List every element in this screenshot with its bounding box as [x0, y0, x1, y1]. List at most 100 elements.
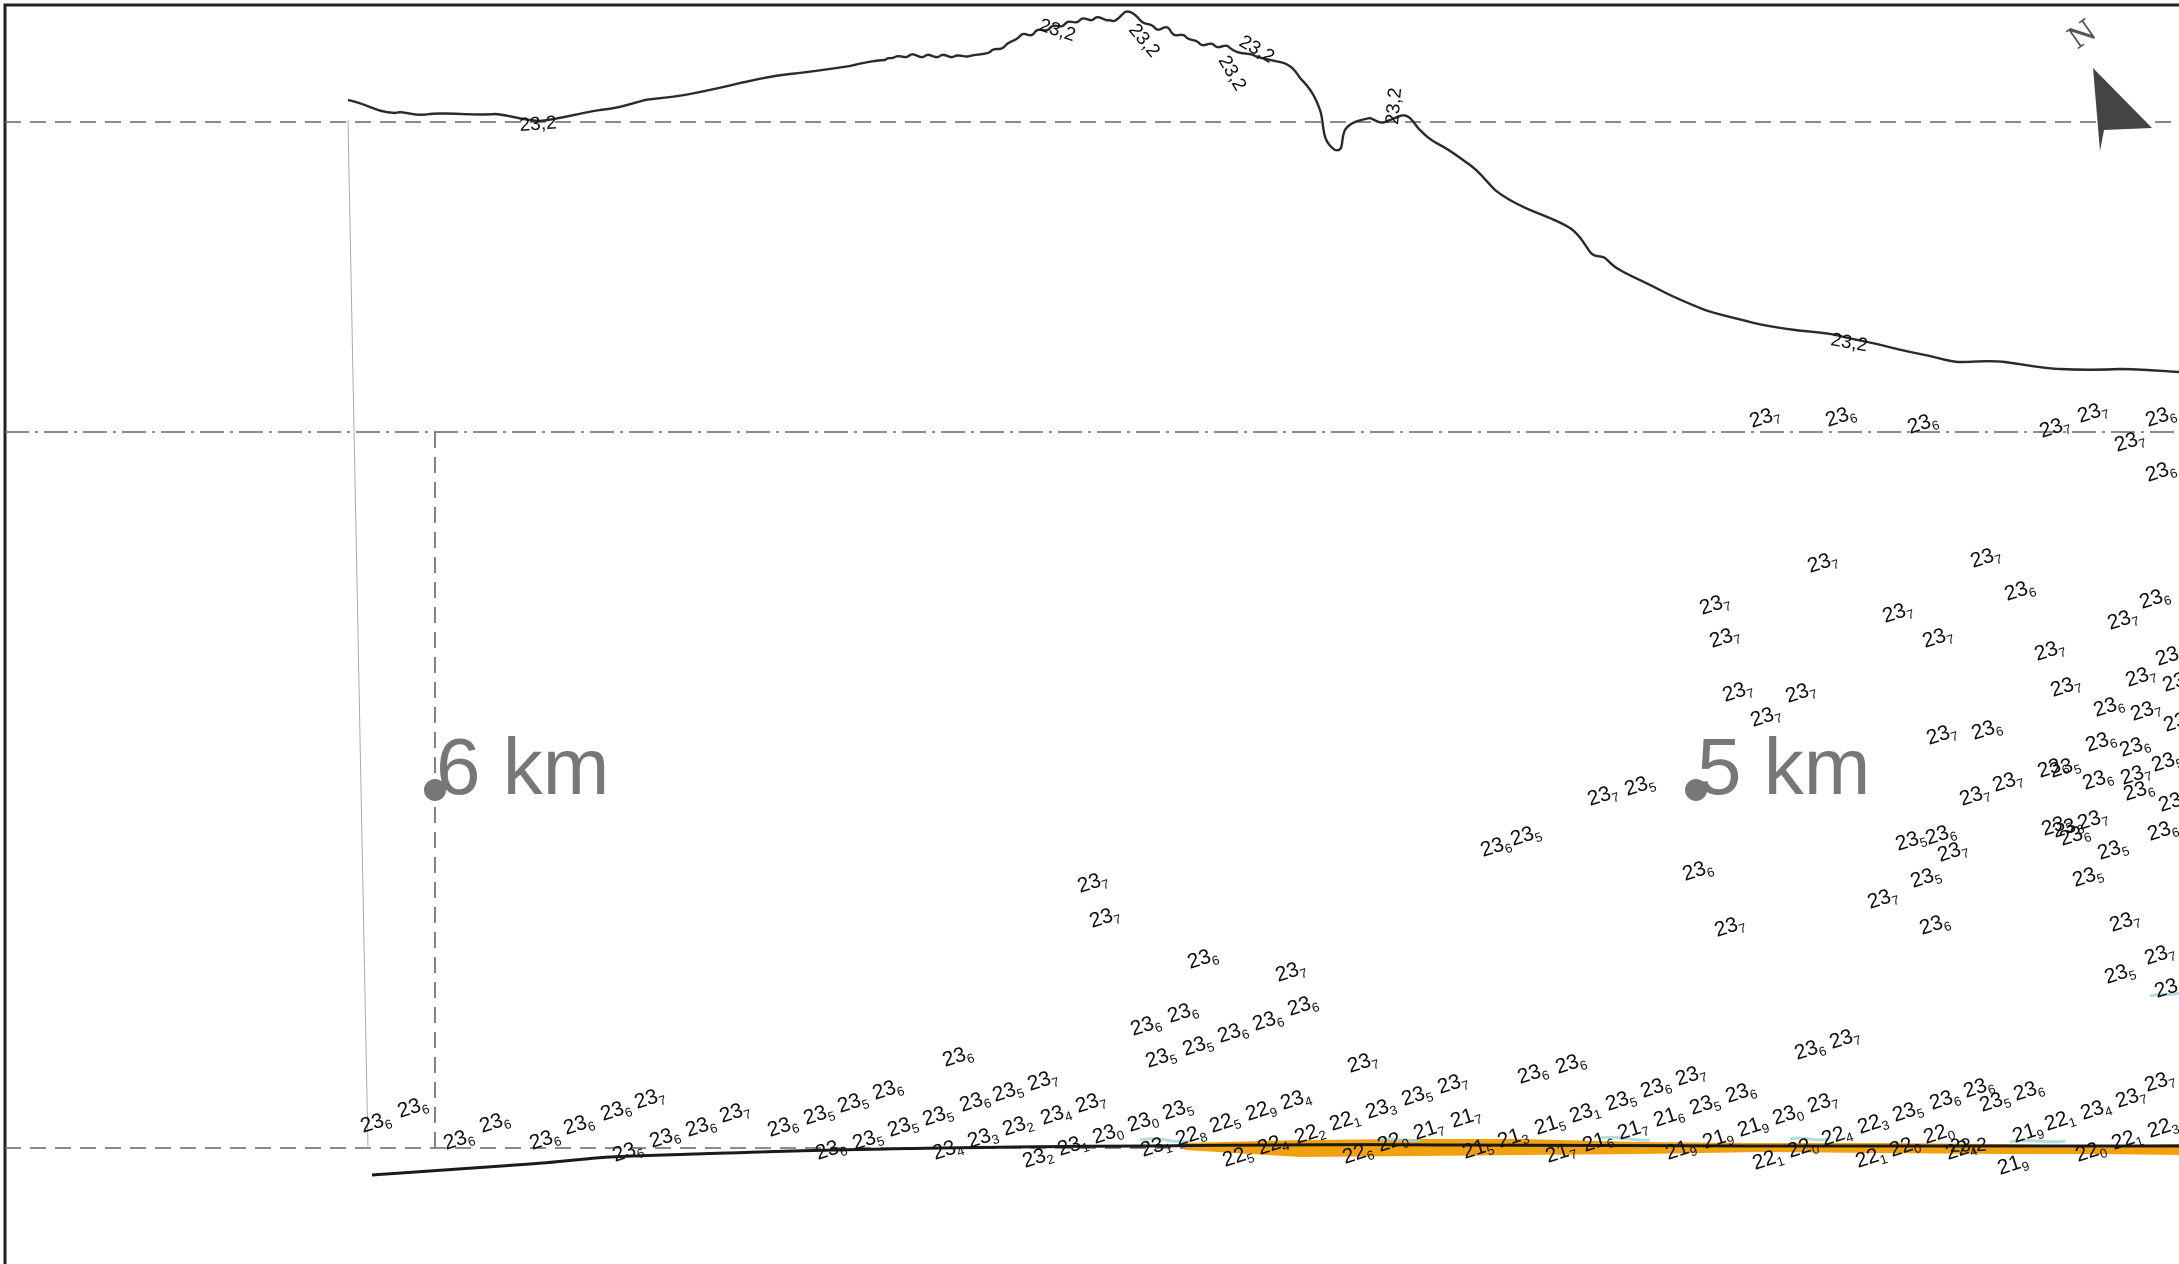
depth-sounding: 237: [1706, 621, 1743, 654]
depth-sounding: 236: [1249, 1004, 1286, 1037]
depth-sounding: 236: [357, 1106, 394, 1139]
depth-sounding: 236: [2010, 1074, 2047, 1107]
contour-label: 23,2: [1214, 52, 1251, 95]
depth-sounding: 234: [929, 1133, 966, 1166]
vertical-thin-guide: [347, 119, 369, 1149]
depth-sounding: 236: [1968, 713, 2005, 746]
depth-sounding: 237: [2106, 905, 2143, 938]
distance-marker-dot: [1685, 779, 1707, 801]
depth-sounding: 237: [1086, 901, 1123, 934]
depth-sounding: 237: [1024, 1064, 1061, 1097]
depth-sounding: 236: [1284, 989, 1321, 1022]
depth-sounding: 235: [2148, 745, 2179, 778]
depth-sounding: 236: [1514, 1057, 1551, 1090]
contour-labels: 23,2 23,2 23,2 23,2 23,2 23,2 23,2 23,2: [519, 15, 1987, 1157]
depth-sounding: 236: [1184, 942, 1221, 975]
depth-sounding: 237: [2160, 705, 2179, 738]
depth-sounding: 236: [2116, 730, 2153, 763]
depth-sounding: 236: [1916, 908, 1953, 941]
depth-sounding: 236: [2090, 690, 2127, 723]
depth-sounding: 235: [834, 1086, 871, 1119]
depth-sounding: 236: [1926, 1083, 1963, 1116]
depth-sounding: 236: [476, 1106, 513, 1139]
depth-sounding: 215: [1531, 1108, 1568, 1141]
depth-sounding: 235: [884, 1110, 921, 1143]
depth-sounding: 237: [1074, 866, 1111, 899]
depth-sounding: 237: [2104, 603, 2141, 636]
depth-sounding: 236: [2155, 785, 2179, 818]
depth-sounding: 236: [2001, 574, 2038, 607]
depth-sounding: 237: [1956, 779, 1993, 812]
depth-sounding: 236: [560, 1108, 597, 1141]
depth-sounding: 236: [526, 1123, 563, 1156]
depth-sounding: 237: [1584, 779, 1621, 812]
depth-sounding: 237: [1864, 882, 1901, 915]
depth-sounding: 237: [1719, 675, 1756, 708]
depth-sounding: 237: [1344, 1046, 1381, 1079]
depth-sounding: 235: [1907, 861, 1944, 894]
depth-sounding: 237: [1746, 401, 1783, 434]
depth-sounding: 235: [1159, 1093, 1196, 1126]
depth-sounding: 237: [1696, 588, 1733, 621]
depth-sounding: 237: [2127, 694, 2164, 727]
contour-label: 23,2: [1829, 329, 1869, 356]
depth-sounding: 236: [394, 1091, 431, 1124]
depth-sounding: 235: [989, 1075, 1026, 1108]
depth-sounding: 235: [1507, 819, 1544, 852]
depth-sounding: 236: [2159, 665, 2179, 698]
contour-label: 23,2: [1236, 31, 1279, 68]
depth-sounding: 221: [1326, 1104, 1363, 1137]
depth-sounding: 237: [2036, 411, 2073, 444]
depth-sounding: 231: [1566, 1096, 1603, 1129]
depth-sounding: 235: [800, 1098, 837, 1131]
depth-sounding: 236: [812, 1133, 849, 1166]
depth-sounding: 219: [1662, 1133, 1699, 1166]
depth-sounding: 237: [1072, 1086, 1109, 1119]
depth-sounding: 237: [1672, 1059, 1709, 1092]
depth-sounding: 235: [2094, 833, 2131, 866]
depth-sounding: 236: [956, 1085, 993, 1118]
depth-sounding: 236: [1791, 1033, 1828, 1066]
depth-sounding: 235: [1602, 1084, 1639, 1117]
depth-sounding: 236: [2152, 639, 2179, 672]
depth-sounding: 237: [1804, 546, 1841, 579]
depth-sounding: 236: [1637, 1071, 1674, 1104]
contour-label: 23,2: [1124, 20, 1164, 62]
depth-sounding: 234: [2077, 1093, 2114, 1126]
depth-sounding: 237: [1989, 765, 2026, 798]
contour-label: 23,2: [1949, 1135, 1987, 1157]
depth-sounding: 237: [2112, 1081, 2149, 1114]
depth-sounding: 237: [2122, 660, 2159, 693]
contour-label: 23,2: [519, 112, 557, 136]
depth-sounding: 233: [1362, 1092, 1399, 1125]
depth-sounding: 237: [1923, 718, 1960, 751]
depth-sounding: 237: [2141, 1065, 2178, 1098]
depth-sounding: 237: [2141, 938, 2178, 971]
depth-sounding: 224: [1254, 1128, 1291, 1161]
contour-label: 23,2: [1382, 87, 1406, 126]
depth-sounding: 236: [2082, 725, 2119, 758]
depth-sounding: 235: [849, 1123, 886, 1156]
depth-sounding: 236: [597, 1094, 634, 1127]
depth-sounding: 237: [2031, 634, 2068, 667]
depth-sounding: 225: [1206, 1106, 1243, 1139]
depth-sounding: 236: [646, 1121, 683, 1154]
depth-sounding: 237: [1711, 910, 1748, 943]
depth-sounding: 236: [1127, 1009, 1164, 1042]
depth-sounding: 237: [1434, 1067, 1471, 1100]
depth-sounding: 232: [999, 1109, 1036, 1142]
depth-sounding: 237: [631, 1082, 668, 1115]
depth-sounding: 236: [2142, 455, 2179, 488]
depth-sounding: 217: [1447, 1101, 1484, 1134]
shallow-water-patches: [1139, 991, 2179, 1144]
depth-sounding: 236: [1214, 1016, 1251, 1049]
coastline: [371, 1143, 2179, 1177]
depth-sounding: 220: [2072, 1135, 2109, 1168]
depth-sounding: 233: [964, 1121, 1001, 1154]
depth-sounding: 237: [1967, 541, 2004, 574]
depth-sounding: 223: [2144, 1111, 2179, 1144]
depth-sounding: 236: [2142, 400, 2179, 433]
map-frame: [3, 3, 2179, 1264]
